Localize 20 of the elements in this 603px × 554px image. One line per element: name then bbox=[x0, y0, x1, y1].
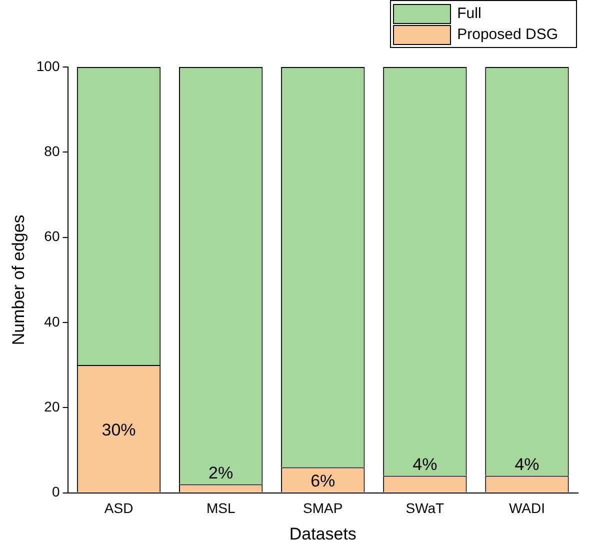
data-label: 4% bbox=[412, 454, 438, 474]
x-tick-label: WADI bbox=[508, 500, 545, 516]
y-tick-label: 60 bbox=[44, 228, 60, 244]
y-tick-label: 100 bbox=[36, 58, 60, 74]
x-tick-label: SMAP bbox=[303, 500, 343, 516]
y-tick-label: 40 bbox=[44, 313, 60, 330]
y-tick-label: 20 bbox=[44, 398, 60, 414]
x-tick-label: SWaT bbox=[406, 500, 445, 516]
data-label: 2% bbox=[208, 463, 234, 482]
legend-label: Proposed DSG bbox=[457, 26, 559, 43]
x-axis-title: Datasets bbox=[289, 524, 356, 544]
y-axis-title: Number of edges bbox=[8, 214, 28, 346]
x-tick-label: MSL bbox=[206, 500, 236, 516]
data-label: 4% bbox=[514, 454, 540, 474]
y-tick-label: 80 bbox=[44, 143, 60, 160]
y-tick-label: 0 bbox=[52, 484, 60, 500]
data-label: 30% bbox=[102, 420, 136, 440]
data-label: 6% bbox=[310, 471, 336, 490]
x-tick-label: ASD bbox=[104, 500, 134, 516]
legend-label: Full bbox=[457, 5, 482, 22]
